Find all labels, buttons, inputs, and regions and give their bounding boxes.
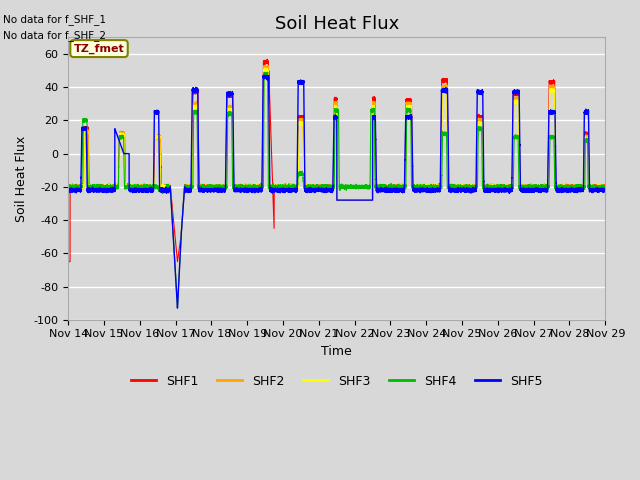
SHF2	[468, 183, 476, 189]
SHF2	[93, 182, 100, 188]
SHF2	[173, 303, 181, 309]
SHF4	[264, 69, 271, 75]
Line: SHF1: SHF1	[68, 59, 605, 262]
SHF5	[504, 187, 511, 193]
SHF3	[496, 185, 504, 191]
SHF2	[496, 183, 504, 189]
SHF1	[93, 184, 100, 190]
SHF3	[602, 185, 609, 191]
Line: SHF4: SHF4	[68, 72, 605, 306]
SHF3	[468, 182, 476, 188]
Title: Soil Heat Flux: Soil Heat Flux	[275, 15, 399, 33]
SHF1	[602, 184, 609, 190]
Line: SHF5: SHF5	[68, 75, 605, 308]
SHF4	[483, 183, 490, 189]
SHF1	[407, 97, 415, 103]
SHF5	[407, 115, 415, 120]
SHF2	[261, 62, 269, 68]
SHF4	[93, 184, 100, 190]
SHF4	[173, 303, 181, 309]
SHF5	[65, 187, 72, 192]
SHF3	[173, 305, 181, 311]
SHF3	[65, 182, 72, 188]
Legend: SHF1, SHF2, SHF3, SHF4, SHF5: SHF1, SHF2, SHF3, SHF4, SHF5	[126, 370, 548, 393]
SHF4	[468, 184, 476, 190]
SHF1	[468, 185, 476, 191]
SHF2	[65, 184, 72, 190]
SHF2	[504, 182, 511, 188]
SHF3	[504, 185, 511, 191]
SHF5	[496, 189, 504, 194]
Line: SHF3: SHF3	[68, 68, 605, 308]
SHF4	[504, 184, 511, 190]
SHF1	[483, 184, 490, 190]
SHF3	[407, 117, 415, 122]
SHF3	[260, 65, 268, 71]
SHF2	[407, 101, 415, 107]
SHF1	[503, 184, 511, 190]
SHF5	[602, 189, 609, 194]
SHF3	[93, 184, 100, 190]
Text: TZ_fmet: TZ_fmet	[74, 44, 124, 54]
SHF5	[173, 305, 181, 311]
SHF5	[93, 188, 100, 193]
SHF1	[496, 185, 504, 191]
SHF2	[483, 185, 490, 191]
SHF1	[263, 56, 271, 62]
SHF5	[468, 188, 476, 193]
SHF3	[483, 183, 490, 189]
SHF4	[496, 184, 504, 190]
Line: SHF2: SHF2	[68, 65, 605, 306]
X-axis label: Time: Time	[321, 345, 352, 358]
SHF2	[602, 184, 609, 190]
SHF4	[602, 185, 609, 191]
SHF4	[407, 142, 415, 148]
SHF4	[65, 184, 72, 190]
SHF1	[65, 259, 72, 264]
SHF5	[483, 187, 490, 193]
SHF5	[261, 72, 269, 78]
Text: No data for f_SHF_1: No data for f_SHF_1	[3, 13, 106, 24]
Text: No data for f_SHF_2: No data for f_SHF_2	[3, 30, 106, 41]
Y-axis label: Soil Heat Flux: Soil Heat Flux	[15, 135, 28, 222]
